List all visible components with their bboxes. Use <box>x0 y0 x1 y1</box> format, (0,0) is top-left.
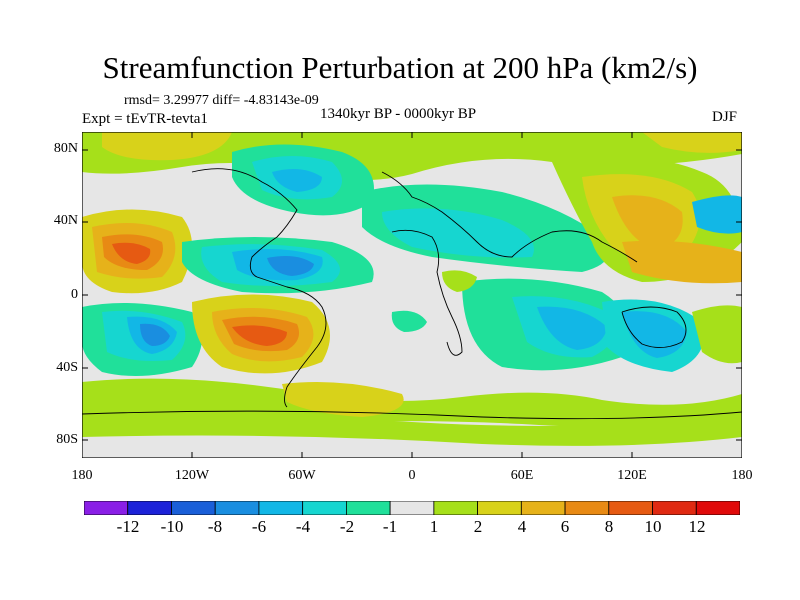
colorbar-swatch <box>520 501 566 515</box>
colorbar <box>84 501 740 515</box>
colorbar-swatch <box>258 501 304 515</box>
lon-tick-label: 0 <box>408 468 416 483</box>
lat-tick-label: 80S <box>56 432 78 447</box>
statistics-label: rmsd= 3.29977 diff= -4.83143e-09 <box>124 93 319 108</box>
lon-tick-label: 120E <box>617 468 647 483</box>
colorbar-label: 12 <box>688 517 706 536</box>
colorbar-swatch <box>84 501 129 515</box>
colorbar-label: 8 <box>604 517 614 536</box>
lon-tick-label: 60E <box>510 468 534 483</box>
colorbar-label: -8 <box>207 517 223 536</box>
colorbar-label: 1 <box>429 517 439 536</box>
coastlines <box>82 168 742 420</box>
colorbar-label: -6 <box>251 517 267 536</box>
streamfunction-map <box>82 132 742 458</box>
colorbar-swatch <box>695 501 740 515</box>
experiment-label: Expt = tEvTR-tevta1 <box>82 111 208 127</box>
colorbar-swatch <box>477 501 522 515</box>
colorbar-swatch <box>127 501 172 515</box>
colorbar-swatch <box>564 501 610 515</box>
colorbar-swatch <box>214 501 260 515</box>
lat-tick-label: 80N <box>53 141 78 156</box>
colorbar-label: -10 <box>160 517 184 536</box>
colorbar-label: -1 <box>382 517 398 536</box>
lon-tick-label: 180 <box>71 468 93 483</box>
colorbar-label: 2 <box>473 517 483 536</box>
lat-tick-label: 40N <box>53 213 78 228</box>
colorbar-label: 4 <box>517 517 527 536</box>
colorbar-swatch <box>652 501 697 515</box>
lon-tick-label: 60W <box>288 468 316 483</box>
lat-tick-label: 0 <box>71 287 78 302</box>
lat-tick-label: 40S <box>56 360 78 375</box>
colorbar-swatch <box>171 501 216 515</box>
colorbar-swatch <box>302 501 347 515</box>
colorbar-label: -2 <box>339 517 355 536</box>
lon-tick-label: 120W <box>174 468 210 483</box>
colorbar-swatch <box>608 501 653 515</box>
colorbar-label: 6 <box>560 517 570 536</box>
colorbar-swatch <box>345 501 391 515</box>
colorbar-label: -12 <box>116 517 140 536</box>
colorbar-label: -4 <box>295 517 311 536</box>
map-title: Streamfunction Perturbation at 200 hPa (… <box>102 50 698 85</box>
lon-tick-label: 180 <box>731 468 753 483</box>
colorbar-label: 10 <box>644 517 662 536</box>
season-label: DJF <box>712 109 738 125</box>
axis-ticks <box>82 132 742 458</box>
period-label: 1340kyr BP - 0000kyr BP <box>320 106 477 122</box>
colorbar-swatch <box>389 501 435 515</box>
colorbar-swatch <box>433 501 478 515</box>
contour-fills <box>82 132 742 458</box>
